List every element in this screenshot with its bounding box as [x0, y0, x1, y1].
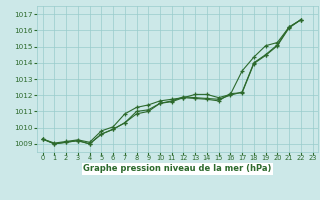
- X-axis label: Graphe pression niveau de la mer (hPa): Graphe pression niveau de la mer (hPa): [84, 164, 272, 173]
